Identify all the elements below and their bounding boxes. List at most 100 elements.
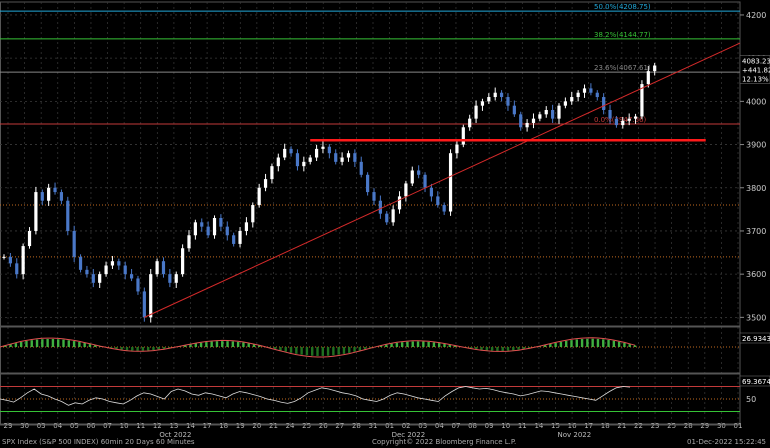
- macd-histogram-bar: [390, 343, 393, 347]
- macd-histogram-bar: [385, 344, 388, 347]
- x-month-label: Nov 2022: [558, 431, 592, 437]
- macd-histogram-bar: [501, 347, 504, 351]
- price-axis: 350036003700380039004000410042004083.23+…: [739, 11, 770, 322]
- macd-histogram-bar: [517, 347, 520, 350]
- macd-histogram-bar: [496, 347, 499, 351]
- macd-histogram-bar: [559, 341, 563, 347]
- macd-histogram-bar: [406, 341, 409, 347]
- macd-histogram-bar: [279, 347, 282, 351]
- candle-body: [327, 146, 331, 154]
- candle-body: [538, 114, 542, 119]
- x-day-label: 11: [136, 422, 145, 430]
- macd-histogram-bar: [215, 341, 219, 347]
- candle-body: [225, 226, 229, 236]
- y-tick-label: 4200: [746, 11, 766, 20]
- candle-body: [614, 118, 619, 126]
- macd-histogram-bar: [120, 347, 123, 350]
- candle-body: [525, 122, 529, 128]
- macd-histogram-bar: [30, 340, 33, 347]
- candle-body: [257, 187, 261, 206]
- macd-histogram-bar: [506, 347, 510, 351]
- candle-body: [2, 256, 6, 258]
- candle-body: [346, 153, 351, 158]
- macd-histogram-bar: [411, 341, 414, 347]
- rsi-panel: 50 69.3674: [0, 373, 770, 425]
- macd-histogram-bar: [438, 343, 441, 347]
- x-day-label: 27: [335, 422, 344, 430]
- candle-body: [98, 274, 102, 283]
- candle-body: [359, 161, 363, 175]
- candle-body: [40, 192, 44, 201]
- candle-body: [263, 179, 268, 188]
- x-day-label: 10: [501, 422, 510, 430]
- macd-histogram-bar: [72, 341, 76, 347]
- x-day-label: 20: [252, 422, 261, 430]
- macd-histogram-bar: [41, 339, 44, 347]
- y-tick-label: 3700: [746, 227, 766, 236]
- y-tick-label: 3500: [746, 313, 766, 322]
- x-day-label: 01: [734, 422, 743, 430]
- x-day-label: 02: [402, 422, 411, 430]
- macd-histogram-bar: [432, 342, 436, 347]
- candle-body: [270, 166, 274, 180]
- candle-body: [91, 274, 95, 283]
- candle-body: [385, 213, 389, 223]
- candle-body: [21, 246, 25, 275]
- fib-label: 0.0%(3947.66): [594, 116, 646, 124]
- macd-histogram-bar: [14, 343, 18, 347]
- candle-body: [397, 196, 402, 210]
- candle-body: [238, 230, 242, 244]
- macd-histogram-bar: [321, 347, 324, 356]
- candle-body: [136, 278, 140, 292]
- macd-histogram-bar: [252, 344, 256, 347]
- macd-histogram-bar: [358, 347, 362, 351]
- macd-histogram-bar: [184, 345, 187, 347]
- macd-histogram-bar: [131, 347, 134, 351]
- x-day-label: 26: [319, 422, 328, 430]
- candle-body: [442, 205, 446, 212]
- x-day-label: 15: [551, 422, 560, 430]
- x-day-label: 21: [617, 422, 626, 430]
- candle-body: [142, 291, 146, 318]
- date-axis: 29 30 03 04 05 06 07 10 11 12 13 14 17 18 19 20 21 24 25 26…: [0, 422, 742, 437]
- x-day-label: 06: [86, 422, 95, 430]
- candle-body: [576, 92, 580, 98]
- macd-value-box: [739, 332, 770, 344]
- candle-body: [314, 148, 319, 158]
- macd-histogram-bar: [199, 342, 203, 347]
- macd-histogram-bar: [247, 343, 250, 347]
- price-panel-frame: [0, 1, 741, 327]
- macd-value-label: 26.9343: [742, 335, 770, 343]
- candle-body: [161, 261, 166, 275]
- macd-histogram-bar: [221, 341, 224, 347]
- macd-histogram-bar: [19, 341, 23, 347]
- x-day-label: 07: [103, 422, 112, 430]
- macd-histogram-bar: [210, 341, 213, 347]
- macd-histogram-bar: [443, 343, 446, 347]
- x-day-label: 09: [485, 422, 494, 430]
- macd-histogram-bar: [152, 347, 155, 351]
- candle-body: [72, 230, 76, 257]
- macd-histogram-bar: [522, 347, 526, 350]
- x-day-label: 16: [568, 422, 577, 430]
- macd-histogram-bar: [305, 347, 309, 356]
- macd-histogram-bar: [475, 347, 478, 350]
- macd-histogram-bar: [157, 347, 160, 350]
- macd-histogram-bar: [580, 339, 584, 347]
- candle-body: [366, 174, 370, 193]
- candle-body: [353, 153, 357, 162]
- x-day-label: 14: [534, 422, 543, 430]
- candle-body: [468, 118, 472, 128]
- fib-label: 50.0%(4208.75): [594, 3, 651, 11]
- candle-body: [47, 187, 51, 201]
- macd-histogram-bar: [612, 340, 616, 347]
- x-day-label: 31: [369, 422, 378, 430]
- macd-histogram-bar: [88, 344, 92, 347]
- macd-histogram-bar: [205, 342, 208, 347]
- candle-body: [276, 157, 280, 167]
- macd-histogram-bar: [575, 339, 578, 347]
- macd-histogram-bar: [395, 342, 399, 347]
- candle-body: [308, 157, 312, 162]
- y-tick-label: 4000: [746, 97, 766, 106]
- x-day-label: 18: [219, 422, 228, 430]
